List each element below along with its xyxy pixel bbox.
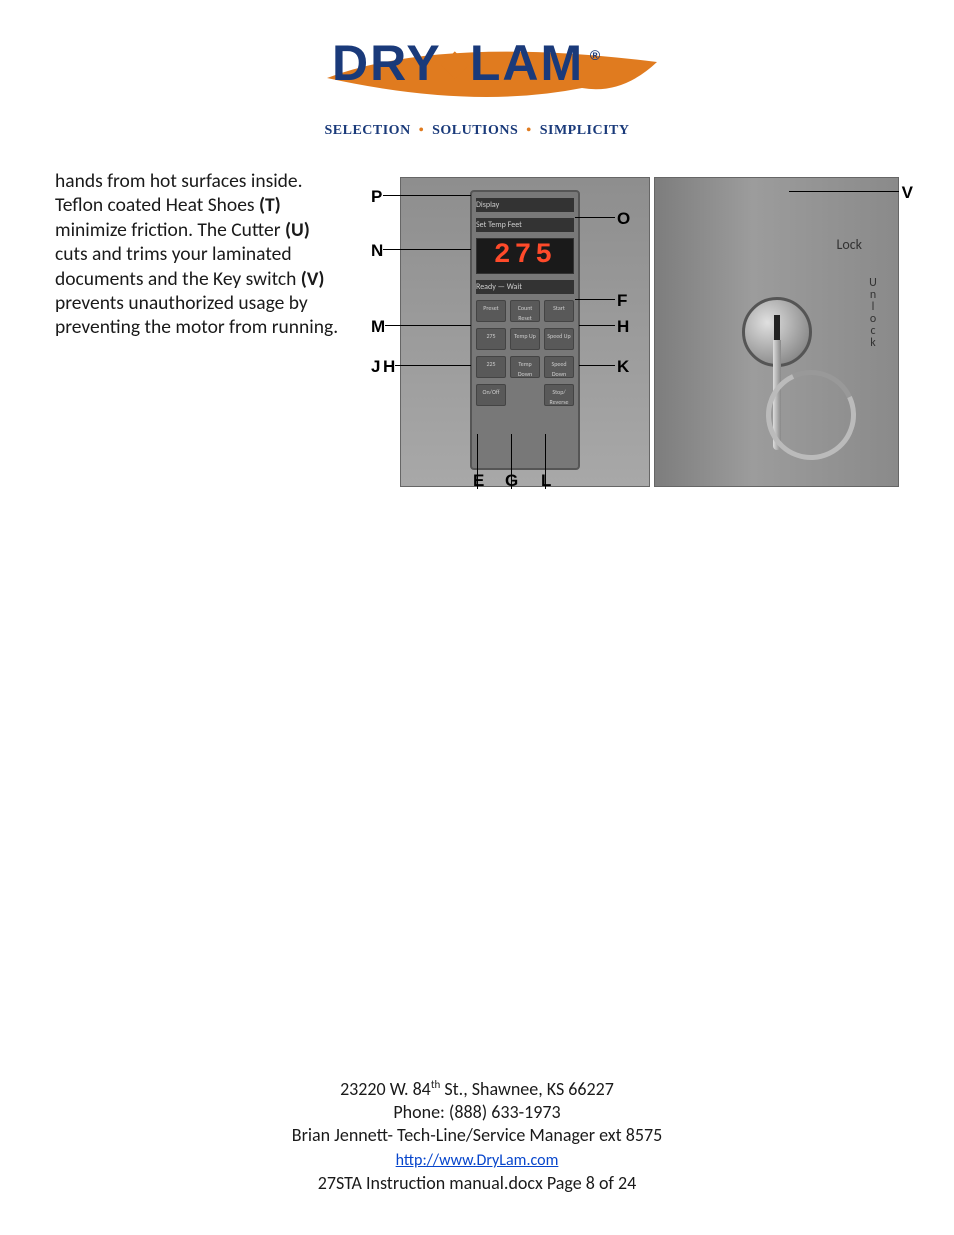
status-label: Ready — Wait [476, 280, 574, 294]
body-text-2: minimize friction. The Cutter [55, 218, 285, 242]
callout-h2: H [617, 317, 629, 337]
figure-area: Display Set Temp Feet 275 Ready — Wait P… [365, 169, 899, 499]
stop-reverse-button: Stop/ Reverse [544, 384, 574, 406]
callout-ref-t: (T) [259, 193, 281, 217]
callout-k: K [617, 357, 629, 377]
callout-p: P [371, 187, 382, 207]
callout-n: N [371, 241, 383, 261]
lead-k [579, 365, 615, 366]
button-row-3: 225 Temp Down Speed Down [476, 356, 574, 378]
temp-down-button: Temp Down [510, 356, 540, 378]
logo-tagline: SELECTION • SOLUTIONS • SIMPLICITY [0, 123, 954, 139]
callout-m: M [371, 317, 385, 337]
body-text-3: cuts and trims your laminated documents … [55, 242, 301, 290]
tagline-c: SIMPLICITY [540, 123, 630, 138]
preset-225-button: 225 [476, 356, 506, 378]
seven-segment-display: 275 [476, 238, 574, 274]
drylam-logo: DRY◆LAM ® [302, 30, 652, 110]
footer-phone: Phone: (888) 633-1973 [0, 1101, 954, 1124]
callout-l: L [541, 471, 551, 491]
lead-l [545, 434, 546, 489]
temp-up-button: Temp Up [510, 328, 540, 350]
callout-v: V [902, 183, 913, 203]
footer-address: 23220 W. 84th St., Shawnee, KS 66227 [0, 1078, 954, 1101]
callout-h1: H [383, 357, 395, 377]
lead-m [385, 325, 471, 326]
key-switch-photo: Lock Unlock [654, 177, 899, 487]
display-label: Display [476, 198, 574, 212]
logo-word-dry: DRY [332, 35, 442, 91]
speed-up-button: Speed Up [544, 328, 574, 350]
callout-f: F [617, 291, 627, 311]
tagline-a: SELECTION [324, 123, 410, 138]
footer-contact: Brian Jennett- Tech-Line/Service Manager… [0, 1124, 954, 1147]
lead-n [383, 249, 471, 250]
unlock-label: Unlock [866, 276, 880, 348]
preset-275-button: 275 [476, 328, 506, 350]
button-row-1: Preset Count Reset Start [476, 300, 574, 322]
bullet-icon: • [415, 123, 428, 138]
lead-v [789, 191, 899, 192]
content-row: hands from hot surfaces inside. Teflon c… [0, 139, 954, 499]
registered-icon: ® [590, 48, 602, 62]
body-paragraph: hands from hot surfaces inside. Teflon c… [55, 169, 340, 499]
logo-text: DRY◆LAM ® [332, 38, 584, 88]
callout-o: O [617, 209, 630, 229]
header-logo-area: DRY◆LAM ® SELECTION • SOLUTIONS • SIMPLI… [0, 0, 954, 139]
logo-diamond-icon: ◆ [442, 44, 470, 82]
key-cylinder-icon [742, 297, 812, 367]
footer-addr-b: St., Shawnee, KS 66227 [440, 1078, 614, 1100]
lead-e [477, 434, 478, 489]
page-footer: 23220 W. 84th St., Shawnee, KS 66227 Pho… [0, 1078, 954, 1195]
logo-word-lam: LAM [470, 35, 584, 91]
count-reset-button: Count Reset [510, 300, 540, 322]
tagline-b: SOLUTIONS [432, 123, 518, 138]
control-panel-photo: Display Set Temp Feet 275 Ready — Wait P… [400, 177, 650, 487]
lead-h2 [579, 325, 615, 326]
callout-ref-v: (V) [301, 267, 325, 291]
lead-f [575, 299, 615, 300]
speed-down-button: Speed Down [544, 356, 574, 378]
settemp-label: Set Temp Feet [476, 218, 574, 232]
lock-label: Lock [836, 236, 862, 253]
bullet-icon: • [522, 123, 535, 138]
key-ring [754, 358, 869, 473]
footer-addr-a: 23220 W. 84 [340, 1078, 431, 1100]
footer-url-link[interactable]: http://www.DryLam.com [396, 1151, 559, 1170]
footer-addr-sup: th [431, 1078, 440, 1091]
callout-j: J [371, 357, 380, 377]
lead-o [575, 217, 615, 218]
lead-jh [395, 365, 471, 366]
callout-ref-u: (U) [285, 218, 310, 242]
button-row-2: 275 Temp Up Speed Up [476, 328, 574, 350]
start-button: Start [544, 300, 574, 322]
lead-p [383, 195, 471, 196]
body-text-4: prevents unauthorized usage by preventin… [55, 291, 338, 339]
preset-button: Preset [476, 300, 506, 322]
button-row-4: On/Off Stop/ Reverse [476, 384, 574, 406]
lead-g [511, 434, 512, 489]
on-off-button: On/Off [476, 384, 506, 406]
callout-e: E [473, 471, 484, 491]
footer-pageline: 27STA Instruction manual.docx Page 8 of … [0, 1172, 954, 1195]
control-keypad: Display Set Temp Feet 275 Ready — Wait P… [470, 190, 580, 470]
